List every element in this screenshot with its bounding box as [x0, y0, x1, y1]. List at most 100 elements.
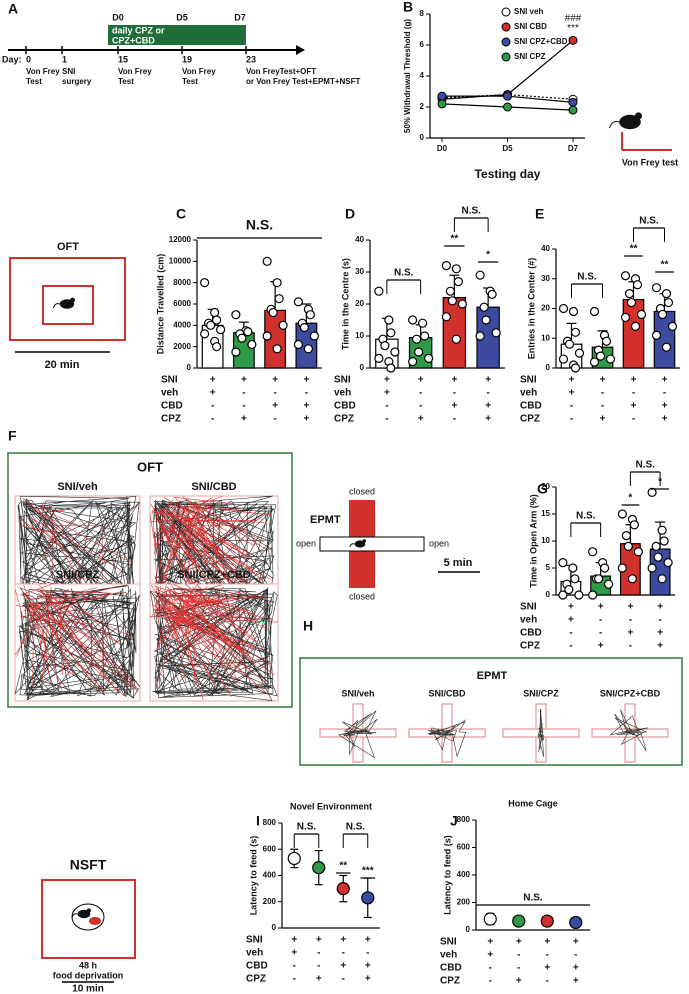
- data-point: [386, 363, 396, 373]
- group-row-label: SNI: [520, 602, 537, 613]
- track-path: [150, 583, 278, 701]
- group-sign: +: [384, 388, 390, 399]
- annotation: ###: [565, 13, 582, 24]
- group-sign: +: [516, 937, 522, 948]
- group-sign: -: [486, 388, 489, 399]
- data-point: [424, 353, 434, 363]
- data-point: [651, 330, 662, 340]
- group-sign: +: [485, 375, 491, 386]
- group-sign: -: [293, 961, 296, 972]
- group-sign: +: [598, 602, 604, 613]
- group-sign: +: [568, 602, 574, 613]
- legend-marker: [501, 7, 511, 17]
- day-note: or Von Frey Test+EPMT+NSFT: [246, 77, 361, 86]
- track-path: [14, 584, 139, 697]
- von-frey-label: Von Frey test: [622, 157, 678, 167]
- group-sign: +: [485, 401, 491, 412]
- data-point: [568, 306, 579, 317]
- data-point: [627, 574, 637, 584]
- epmt-open-arm: [319, 536, 425, 552]
- y-tick-label: 200: [457, 898, 471, 907]
- data-point: [629, 520, 639, 530]
- mouse-icon: [70, 297, 75, 303]
- group-row-label: CBD: [520, 628, 542, 639]
- epmt-tracks-title: EPMT: [477, 670, 508, 682]
- group-sign: +: [573, 937, 579, 948]
- y-axis-label: Time in Open Arm (%): [528, 494, 538, 588]
- data-point: [564, 339, 575, 349]
- group-sign: -: [599, 628, 602, 639]
- group-sign: +: [573, 976, 579, 987]
- group-row-label: CPZ: [161, 414, 181, 425]
- data-point: [414, 347, 424, 357]
- epmt-arm: open: [296, 538, 316, 548]
- legend-label: SNI CPZ+CBD: [514, 37, 568, 46]
- y-tick-label: 20: [355, 299, 364, 308]
- group-sign: -: [663, 388, 666, 399]
- y-tick-label: 20: [541, 304, 550, 313]
- group-sign: +: [384, 375, 390, 386]
- epmt-arm: closed: [349, 486, 375, 496]
- data-point: [491, 328, 501, 338]
- data-point: [420, 331, 430, 341]
- data-point: [604, 579, 614, 589]
- data-point: [210, 307, 220, 318]
- group-sign: +: [303, 375, 309, 386]
- group-sign: -: [599, 615, 602, 626]
- mouse-icon: [59, 299, 75, 309]
- group-sign: +: [657, 641, 663, 652]
- group-sign: -: [629, 641, 632, 652]
- chart-title: Home Cage: [508, 798, 558, 808]
- data-point: [231, 310, 241, 320]
- group-sign: -: [489, 963, 492, 974]
- group-sign: +: [418, 375, 424, 386]
- group-row-label: CPZ: [440, 976, 460, 987]
- data-point: [479, 302, 489, 312]
- data-point: [574, 348, 585, 358]
- mouse-icon: [619, 114, 641, 130]
- group-sign: -: [366, 948, 369, 959]
- day-note: Test: [26, 77, 42, 86]
- y-tick-label: 20: [541, 482, 550, 491]
- group-sign: +: [303, 401, 309, 412]
- scale-label: 5 min: [444, 557, 473, 569]
- mean-marker: [312, 861, 326, 875]
- annotation: N.S.: [523, 893, 543, 904]
- data-point: [380, 341, 390, 351]
- y-tick-label: 10: [541, 536, 550, 545]
- epmt-tracks-box: [299, 657, 683, 766]
- data-point: [243, 327, 253, 337]
- group-sign: +: [569, 375, 575, 386]
- y-tick-label: 0: [546, 363, 551, 372]
- group-sign: -: [242, 401, 245, 412]
- data-point: [624, 289, 635, 299]
- day-note: Von Frey: [26, 67, 60, 76]
- data-point: [475, 331, 485, 341]
- annotation: *: [658, 477, 662, 488]
- treatment-text: daily CPZ or: [112, 25, 165, 35]
- annotation: *: [486, 250, 490, 261]
- data-point: [293, 339, 303, 350]
- y-tick-label: 0: [187, 363, 192, 372]
- group-sign: -: [317, 961, 320, 972]
- mean-marker: [540, 914, 554, 928]
- y-tick-label: 2000: [173, 342, 191, 351]
- mouse-icon: [52, 303, 60, 309]
- mouse-icon: [86, 908, 91, 913]
- data-point: [453, 277, 463, 287]
- data-point: [661, 289, 672, 299]
- day-number: 15: [118, 54, 128, 64]
- y-tick-label: 12000: [169, 235, 192, 244]
- group-sign: -: [419, 388, 422, 399]
- data-point: [262, 331, 272, 341]
- group-row-label: CBD: [520, 401, 542, 412]
- legend-label: SNI CPZ: [514, 52, 546, 61]
- group-sign: -: [385, 414, 388, 425]
- y-tick-label: 0: [272, 923, 277, 932]
- group-sign: +: [272, 401, 278, 412]
- track-path: [19, 497, 133, 585]
- data-point: [384, 315, 394, 325]
- data-point: [623, 541, 633, 552]
- annotation: N.S.: [394, 268, 414, 279]
